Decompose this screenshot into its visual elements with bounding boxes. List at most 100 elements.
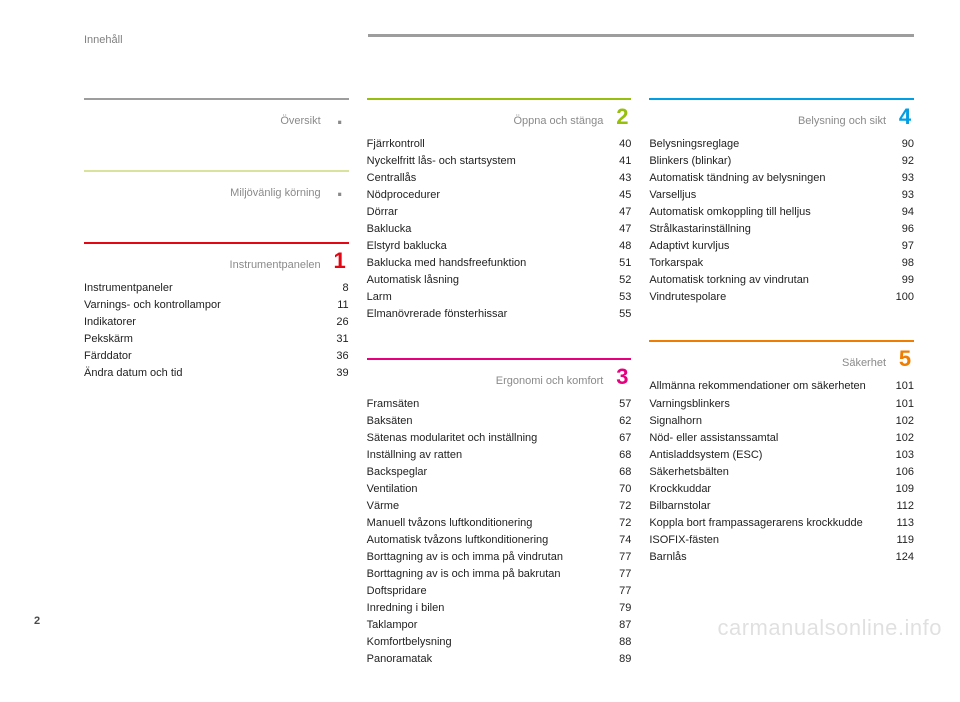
toc-page: 101	[884, 396, 914, 413]
watermark: carmanualsonline.info	[717, 615, 942, 641]
toc-row: Koppla bort frampassagerarens krockkudde…	[649, 515, 914, 532]
toc-row: Adaptivt kurvljus97	[649, 238, 914, 255]
toc-row: Automatisk torkning av vindrutan99	[649, 272, 914, 289]
toc-row: Automatisk låsning52	[367, 272, 632, 289]
toc-label: Framsäten	[367, 396, 602, 413]
toc-label: Varselljus	[649, 187, 884, 204]
toc-row: Automatisk tvåzons luftkonditionering74	[367, 532, 632, 549]
toc-row: Manuell tvåzons luftkonditionering72	[367, 515, 632, 532]
toc-label: Baklucka	[367, 221, 602, 238]
toc-row: Instrumentpaneler8	[84, 280, 349, 297]
toc-row: Baksäten62	[367, 413, 632, 430]
section-rule	[84, 170, 349, 172]
section-rule	[367, 98, 632, 100]
section-title: Ergonomi och komfort	[367, 375, 604, 387]
toc-page: 68	[601, 464, 631, 481]
toc-section: Ergonomi och komfort3Framsäten57Baksäten…	[367, 358, 632, 669]
toc-page: 77	[601, 566, 631, 583]
section-title: Instrumentpanelen	[84, 259, 321, 271]
toc-label: Barnlås	[649, 549, 884, 566]
section-heading: Öppna och stänga2	[367, 106, 632, 128]
toc-row: Varningsblinkers101	[649, 396, 914, 413]
toc-label: Inredning i bilen	[367, 600, 602, 617]
section-title: Miljövänlig körning	[84, 187, 321, 199]
toc-label: Ventilation	[367, 481, 602, 498]
toc-label: Baklucka med handsfreefunktion	[367, 255, 602, 272]
toc-page: 112	[884, 498, 914, 515]
toc-page: 90	[884, 136, 914, 153]
toc-row: Inställning av ratten68	[367, 447, 632, 464]
toc-label: ISOFIX-fästen	[649, 532, 884, 549]
toc-label: Elstyrd baklucka	[367, 238, 602, 255]
toc-row: Centrallås43	[367, 170, 632, 187]
toc-row: Baklucka med handsfreefunktion51	[367, 255, 632, 272]
toc-label: Bilbarnstolar	[649, 498, 884, 515]
toc-page: 68	[601, 447, 631, 464]
toc-row: Barnlås124	[649, 549, 914, 566]
toc-section: Miljövänlig körning.	[84, 170, 349, 208]
toc-label: Torkarspak	[649, 255, 884, 272]
toc-page: 43	[601, 170, 631, 187]
toc-label: Indikatorer	[84, 314, 319, 331]
toc-label: Belysningsreglage	[649, 136, 884, 153]
toc-label: Centrallås	[367, 170, 602, 187]
toc-label: Elmanövrerade fönsterhissar	[367, 306, 602, 323]
section-number: 5	[896, 348, 914, 370]
section-heading: Ergonomi och komfort3	[367, 366, 632, 388]
section-number: 1	[331, 250, 349, 272]
toc-label: Fjärrkontroll	[367, 136, 602, 153]
toc-row: Inredning i bilen79	[367, 600, 632, 617]
section-heading: Belysning och sikt4	[649, 106, 914, 128]
section-heading: Översikt.	[84, 106, 349, 128]
section-rule	[367, 358, 632, 360]
toc-row: Sätenas modularitet och inställning67	[367, 430, 632, 447]
page: Innehåll Översikt.Miljövänlig körning.In…	[0, 0, 960, 649]
toc-row: Elstyrd baklucka48	[367, 238, 632, 255]
toc-label: Automatisk tvåzons luftkonditionering	[367, 532, 602, 549]
toc-label: Doftspridare	[367, 583, 602, 600]
section-rule	[84, 98, 349, 100]
toc-column: Översikt. Miljövänlig körning. Instrumentp…	[84, 98, 349, 702]
toc-label: Strålkastarinställning	[649, 221, 884, 238]
toc-row: Indikatorer26	[84, 314, 349, 331]
toc-page: 11	[319, 297, 349, 314]
toc-label: Färddator	[84, 348, 319, 365]
toc-page: 36	[319, 348, 349, 365]
toc-label: Adaptivt kurvljus	[649, 238, 884, 255]
section-heading: Miljövänlig körning.	[84, 178, 349, 200]
section-title: Säkerhet	[649, 357, 886, 369]
toc-page: 51	[601, 255, 631, 272]
section-rule	[84, 242, 349, 244]
toc-label: Automatisk låsning	[367, 272, 602, 289]
toc-row: Strålkastarinställning96	[649, 221, 914, 238]
toc-page: 52	[601, 272, 631, 289]
toc-page: 109	[884, 481, 914, 498]
toc-label: Allmänna rekommendationer om säkerheten	[649, 378, 884, 395]
toc-row: Taklampor87	[367, 617, 632, 634]
toc-row: Baklucka47	[367, 221, 632, 238]
toc-row: Torkarspak98	[649, 255, 914, 272]
toc-label: Nödprocedurer	[367, 187, 602, 204]
toc-label: Automatisk omkoppling till helljus	[649, 204, 884, 221]
toc-row: Nödprocedurer45	[367, 187, 632, 204]
section-rule	[649, 340, 914, 342]
toc-page: 106	[884, 464, 914, 481]
toc-column: Belysning och sikt4Belysningsreglage90Bl…	[649, 98, 914, 702]
toc-section: Översikt.	[84, 98, 349, 136]
section-heading: Säkerhet 5	[649, 348, 914, 370]
section-title: Belysning och sikt	[649, 115, 886, 127]
toc-row: Värme72	[367, 498, 632, 515]
toc-label: Automatisk torkning av vindrutan	[649, 272, 884, 289]
toc-row: Fjärrkontroll40	[367, 136, 632, 153]
toc-row: Automatisk tändning av belysningen93	[649, 170, 914, 187]
toc-row: Larm53	[367, 289, 632, 306]
toc-row: Färddator36	[84, 348, 349, 365]
section-title: Översikt	[84, 115, 321, 127]
toc-label: Inställning av ratten	[367, 447, 602, 464]
toc-row: Doftspridare77	[367, 583, 632, 600]
toc-page: 40	[601, 136, 631, 153]
toc-page: 67	[601, 430, 631, 447]
toc-section: Öppna och stänga2Fjärrkontroll40Nyckelfr…	[367, 98, 632, 324]
toc-row: Ändra datum och tid39	[84, 365, 349, 382]
toc-label: Instrumentpaneler	[84, 280, 319, 297]
